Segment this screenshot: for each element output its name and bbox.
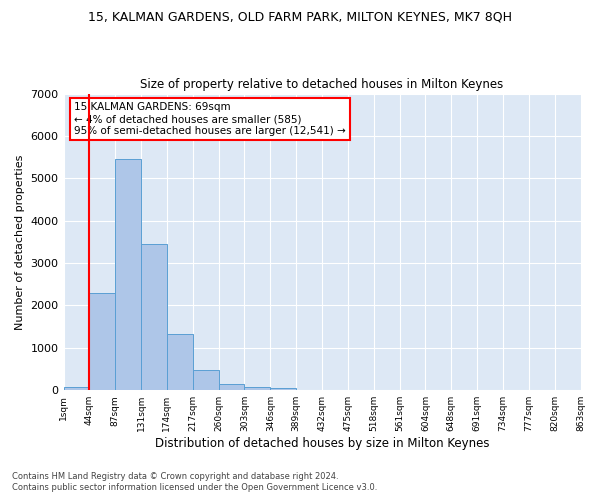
Text: Contains HM Land Registry data © Crown copyright and database right 2024.
Contai: Contains HM Land Registry data © Crown c… [12, 472, 377, 492]
Text: 15, KALMAN GARDENS, OLD FARM PARK, MILTON KEYNES, MK7 8QH: 15, KALMAN GARDENS, OLD FARM PARK, MILTO… [88, 10, 512, 23]
Y-axis label: Number of detached properties: Number of detached properties [15, 154, 25, 330]
Bar [89, 292, 115, 390]
Bar [64, 387, 89, 390]
Bar [271, 388, 296, 390]
Text: 15 KALMAN GARDENS: 69sqm
← 4% of detached houses are smaller (585)
95% of semi-d: 15 KALMAN GARDENS: 69sqm ← 4% of detache… [74, 102, 346, 136]
Bar [218, 384, 244, 390]
X-axis label: Distribution of detached houses by size in Milton Keynes: Distribution of detached houses by size … [155, 437, 489, 450]
Bar [167, 334, 193, 390]
Title: Size of property relative to detached houses in Milton Keynes: Size of property relative to detached ho… [140, 78, 503, 91]
Bar [193, 370, 218, 390]
Bar [244, 386, 271, 390]
Bar [141, 244, 167, 390]
Bar [115, 159, 141, 390]
